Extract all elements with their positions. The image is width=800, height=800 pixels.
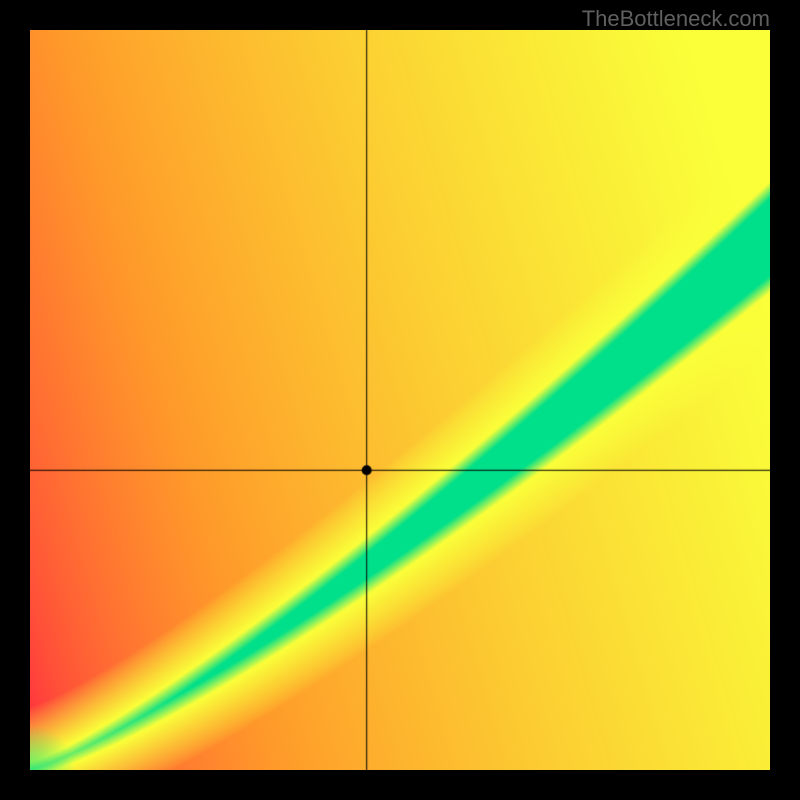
heatmap-plot	[30, 30, 770, 770]
heatmap-canvas	[30, 30, 770, 770]
chart-container: TheBottleneck.com	[0, 0, 800, 800]
watermark-label: TheBottleneck.com	[582, 6, 770, 32]
